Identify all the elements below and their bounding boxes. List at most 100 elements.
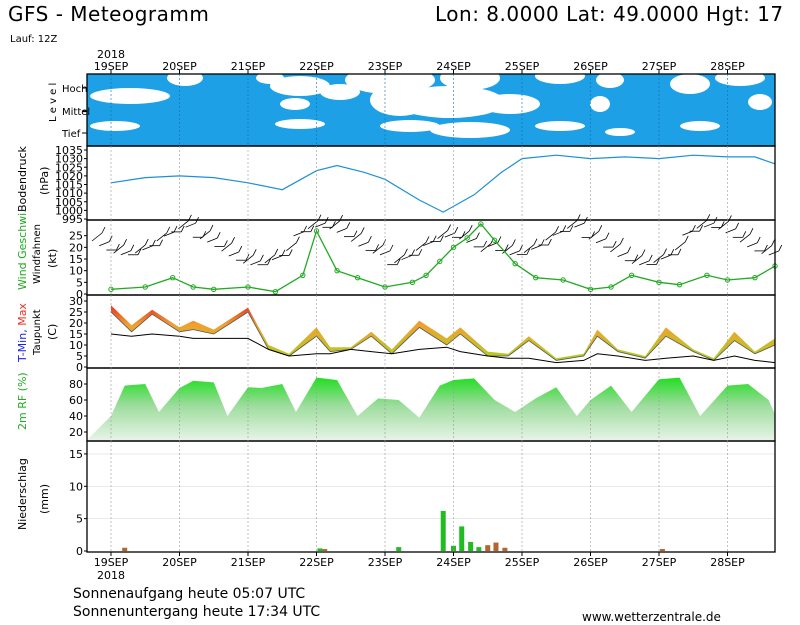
wind-barb-flag [425, 236, 430, 243]
y-tick-label: 1015 [55, 179, 83, 192]
precip-bar [440, 510, 446, 551]
wind-barb-flag [555, 225, 559, 233]
wind-barb-flag [116, 243, 120, 251]
wind-point [752, 274, 758, 281]
cloud-blob [590, 96, 610, 112]
wind-barb [178, 220, 189, 230]
day-label-top: 23SEP [368, 60, 403, 73]
wind-barb-flag [159, 239, 163, 246]
y-tick-label: 20 [69, 426, 83, 439]
wind-point [704, 272, 710, 279]
wind-barb-flag [180, 225, 185, 233]
y-tick-label: 60 [69, 394, 83, 407]
y-tick-label: 15 [69, 253, 83, 266]
day-label-bottom: 24SEP [436, 556, 471, 569]
precip-bar [468, 541, 474, 551]
day-label-bottom: 20SEP [162, 556, 197, 569]
wind-barb [163, 231, 175, 237]
wind-barb [423, 241, 434, 247]
wind-barb [574, 222, 585, 228]
wind-barb-flag [641, 249, 646, 256]
wind-barb-flag [368, 236, 372, 243]
wind-barb-flag [353, 230, 358, 237]
wind-point [108, 286, 114, 293]
wind-barb-flag [231, 237, 235, 244]
day-label-top: 22SEP [299, 60, 334, 73]
wind-barb-flag [627, 246, 631, 253]
cloud-blob [605, 128, 635, 136]
humidity-area [87, 377, 775, 440]
y-tick-label: 0 [76, 545, 83, 558]
wind-barb-flag [756, 236, 761, 244]
day-label-top: 19SEP [94, 60, 129, 73]
wind-barb-flag [296, 236, 300, 243]
wind-barb-flag [303, 225, 307, 233]
wind-barb-flag [692, 225, 696, 232]
precipitation-background [87, 441, 775, 552]
wind-barb-flag [476, 232, 480, 239]
wind-barb-flag [764, 244, 768, 252]
precip-bar [476, 547, 482, 551]
wind-barb [156, 232, 168, 242]
axes-layer: 19SEP 19SEP 20SEP 20SEP 21SEP 21SEP 22SEP 22SEP… [86, 48, 776, 582]
wind-point [334, 267, 340, 274]
precip-bar [122, 547, 128, 551]
y-tick-label: 1035 [55, 144, 83, 157]
wind-barb-flag [166, 226, 171, 234]
wind-barb [617, 252, 628, 258]
cloud-level-label: Hoch [62, 84, 87, 95]
wind-barb [747, 242, 758, 248]
wind-barb [358, 241, 369, 247]
wind-barb [264, 254, 276, 264]
wind-point [628, 272, 635, 279]
wind-barb-flag [742, 231, 747, 238]
precip-bar [396, 547, 402, 551]
wind-barb [502, 245, 513, 254]
wind-barb [703, 222, 715, 228]
wind-barb-flag [404, 248, 408, 256]
wind-barb-flag [663, 248, 667, 255]
wind-barb-flag [598, 225, 603, 232]
wind-barb [739, 233, 751, 243]
y-tick-label: 995 [62, 213, 83, 226]
wind-barb-flag [569, 225, 574, 232]
wind-barb [99, 241, 110, 247]
wind-point [272, 288, 279, 295]
wind-barb [696, 220, 708, 229]
y-tick-label: 0 [76, 288, 83, 301]
precip-bar [659, 549, 665, 551]
cloud-blob [535, 121, 585, 131]
wind-barb [221, 242, 232, 252]
y-tick-label: 1020 [55, 170, 83, 183]
y-tick-label: 5 [76, 276, 83, 289]
day-label-top: 26SEP [573, 60, 608, 73]
wind-barb [509, 250, 520, 256]
y-tick-label: 15 [69, 328, 83, 341]
wind-barb [329, 220, 340, 230]
wind-barb-flag [310, 225, 315, 232]
wind-point [478, 221, 484, 227]
wind-barb-flag [504, 244, 509, 251]
cloud-blob [275, 119, 325, 129]
wind-barb-flag [699, 225, 703, 232]
wind-ylabel: Wind Geschwi. [16, 209, 29, 290]
wind-barb [415, 242, 427, 251]
wind-barb-flag [288, 249, 293, 256]
wind-barb-flag [771, 239, 775, 246]
y-tick-label: 80 [69, 378, 83, 391]
wind-point [676, 281, 683, 288]
wind-barb-flag [533, 238, 538, 245]
cloud-blob [680, 121, 720, 131]
wind-barb [631, 255, 643, 264]
cloud-blob [430, 122, 510, 138]
wind-barb [682, 230, 693, 236]
wind-barb-flag [677, 248, 682, 255]
wind-barb-flag [440, 235, 444, 242]
wind-barb-flag [101, 226, 106, 234]
wind-barb-flag [216, 231, 221, 239]
wind-barb [120, 250, 131, 256]
precip-bar [451, 545, 456, 551]
cloud-blob [596, 72, 624, 88]
